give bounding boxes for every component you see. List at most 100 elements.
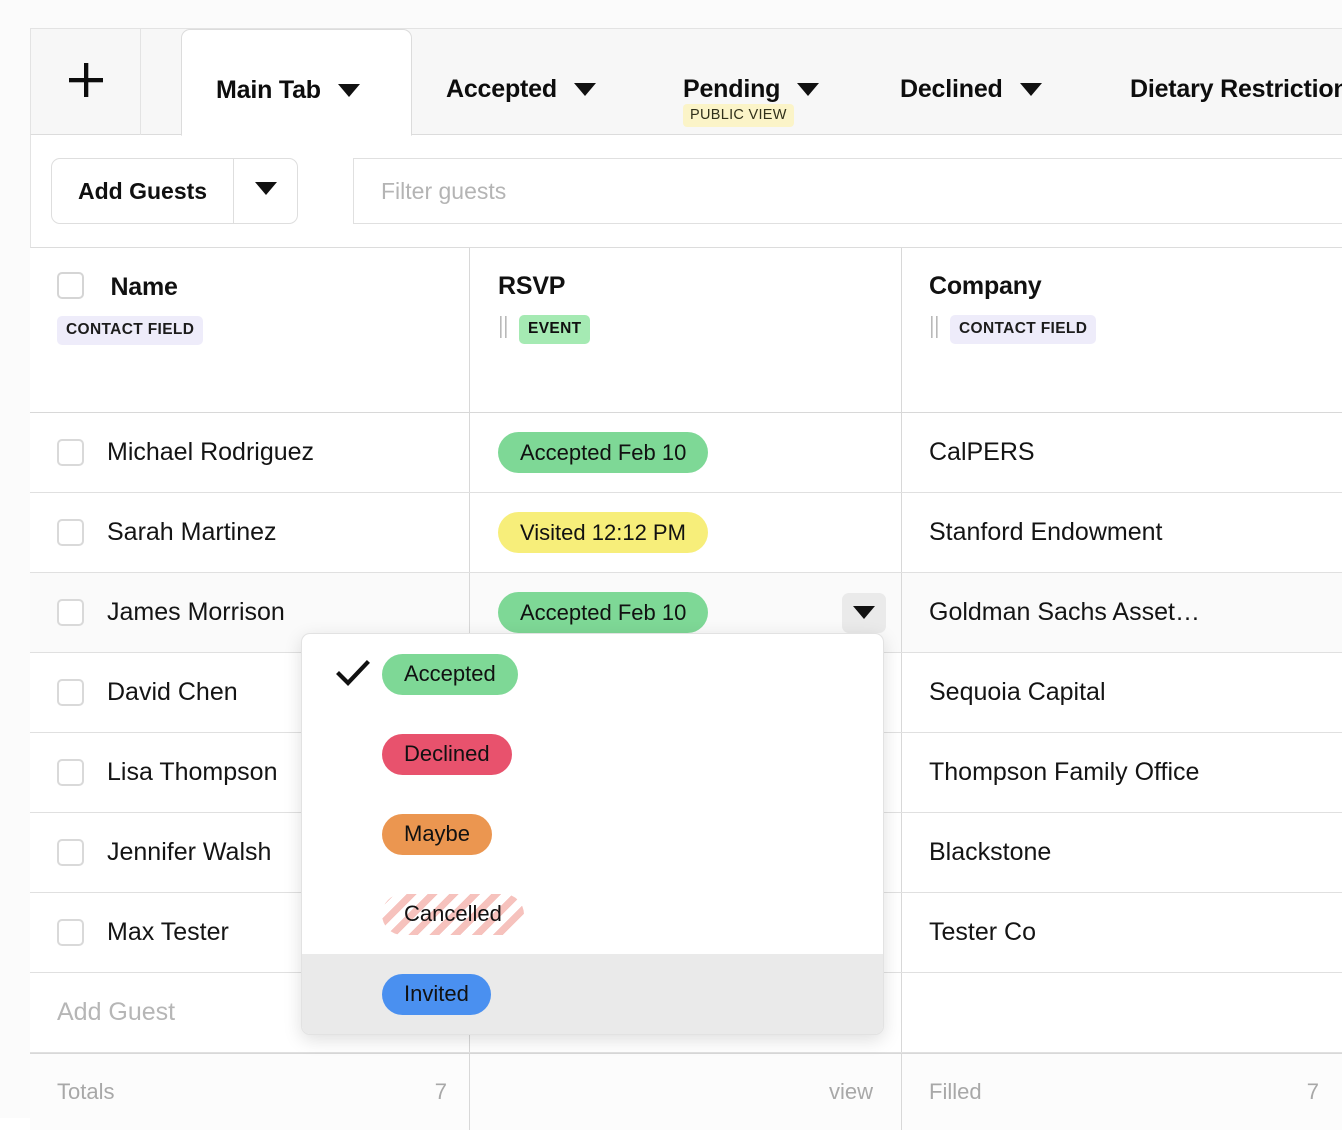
tab-label: Accepted	[446, 75, 557, 103]
column-header-name[interactable]: Name CONTACT FIELD	[30, 248, 470, 412]
add-guest-company-cell[interactable]	[902, 973, 1341, 1052]
totals-company-value: 7	[1306, 1079, 1319, 1104]
rsvp-option-pill: Cancelled	[382, 893, 524, 935]
plus-icon	[66, 60, 106, 105]
row-checkbox[interactable]	[57, 679, 84, 706]
company-name: Goldman Sachs Asset…	[929, 598, 1200, 626]
tab-label: Dietary Restrictions	[1130, 75, 1342, 103]
row-checkbox[interactable]	[57, 599, 84, 626]
cell-name[interactable]: Michael Rodriguez	[30, 413, 470, 492]
cell-name[interactable]: James Morrison	[30, 573, 470, 652]
row-checkbox[interactable]	[57, 439, 84, 466]
row-checkbox[interactable]	[57, 839, 84, 866]
rsvp-option-pill: Maybe	[382, 813, 493, 855]
rsvp-menu-item-cancelled[interactable]: Cancelled	[302, 874, 883, 954]
cell-company[interactable]: Sequoia Capital	[902, 653, 1341, 732]
column-tag: CONTACT FIELD	[950, 315, 1097, 344]
row-checkbox[interactable]	[57, 759, 84, 786]
chevron-down-icon[interactable]	[573, 83, 596, 102]
filter-guests-input[interactable]: Filter guests	[353, 158, 1342, 224]
cell-name[interactable]: Jennifer Walsh	[30, 813, 470, 892]
cell-name[interactable]: David Chen	[30, 653, 470, 732]
chevron-down-icon[interactable]	[1019, 83, 1042, 102]
cell-name[interactable]: Sarah Martinez	[30, 493, 470, 572]
table-row[interactable]: Michael Rodriguez Accepted Feb 10 CalPERS	[30, 413, 1342, 493]
rsvp-status-pill[interactable]: Accepted Feb 10	[498, 432, 709, 473]
chevron-down-icon[interactable]	[797, 83, 820, 102]
tab-accepted[interactable]: Accepted	[412, 29, 642, 136]
rsvp-menu-item-declined[interactable]: Declined	[302, 714, 883, 794]
table-row[interactable]: Sarah Martinez Visited 12:12 PM Stanford E…	[30, 493, 1342, 573]
table-header-row: Name CONTACT FIELD RSVP EVENT	[30, 248, 1342, 413]
company-name: Stanford Endowment	[929, 518, 1163, 546]
rsvp-status-pill[interactable]: Visited 12:12 PM	[498, 512, 708, 553]
totals-company-label: Filled	[929, 1079, 982, 1104]
cell-rsvp[interactable]	[470, 733, 902, 812]
rsvp-option-pill: Accepted	[382, 653, 518, 695]
cell-rsvp[interactable]	[470, 893, 902, 972]
tab-dietary-restrictions[interactable]: Dietary Restrictions	[1096, 29, 1342, 136]
add-guest-placeholder: Add Guest	[57, 998, 176, 1026]
tab-label: Main Tab	[216, 76, 321, 104]
company-name: Thompson Family Office	[929, 758, 1200, 786]
rsvp-menu-item-invited[interactable]: Invited	[302, 954, 883, 1034]
rsvp-cell-dropdown-button[interactable]	[842, 592, 886, 633]
guest-name: Michael Rodriguez	[107, 438, 315, 466]
rsvp-status-dropdown-menu[interactable]: Accepted Declined Maybe Cancelled Invited	[301, 633, 884, 1035]
cell-company[interactable]: Thompson Family Office	[902, 733, 1341, 812]
cell-company[interactable]: Stanford Endowment	[902, 493, 1341, 572]
tab-public-view-badge: PUBLIC VIEW	[683, 104, 794, 127]
table-toolbar: Add Guests Filter guests	[30, 135, 1342, 248]
cell-rsvp[interactable]	[470, 653, 902, 732]
column-header-company[interactable]: Company CONTACT FIELD	[902, 248, 1341, 412]
company-name: Blackstone	[929, 838, 1052, 866]
column-header-rsvp[interactable]: RSVP EVENT	[470, 248, 902, 412]
column-resize-grip[interactable]	[929, 316, 941, 343]
chevron-down-icon[interactable]	[337, 84, 360, 103]
chevron-down-icon	[254, 181, 277, 201]
cell-company[interactable]: Goldman Sachs Asset…	[902, 573, 1341, 652]
column-resize-grip[interactable]	[498, 316, 510, 343]
totals-rsvp-cell[interactable]: view	[470, 1054, 902, 1130]
cell-rsvp[interactable]: Accepted Feb 10	[470, 413, 902, 492]
tab-main-tab[interactable]: Main Tab	[181, 29, 412, 136]
cell-company[interactable]: Tester Co	[902, 893, 1341, 972]
rsvp-status-pill[interactable]: Accepted Feb 10	[498, 592, 709, 633]
guest-name: Sarah Martinez	[107, 518, 277, 546]
add-guests-split-button: Add Guests	[51, 158, 299, 224]
column-title: Company	[929, 272, 1042, 300]
totals-name-cell[interactable]: Totals 7	[30, 1054, 470, 1130]
totals-row: Totals 7 view Filled 7	[30, 1053, 1342, 1130]
rsvp-option-pill: Invited	[382, 973, 491, 1015]
column-title: RSVP	[498, 272, 566, 300]
add-guests-button[interactable]: Add Guests	[52, 159, 235, 223]
add-guests-dropdown-button[interactable]	[234, 159, 297, 223]
cell-rsvp[interactable]: Accepted Feb 10	[470, 573, 902, 652]
tab-pending[interactable]: Pending PUBLIC VIEW	[649, 29, 849, 136]
totals-rsvp-value: view	[828, 1079, 873, 1104]
row-checkbox[interactable]	[57, 519, 84, 546]
add-guest-name-cell[interactable]: Add Guest	[30, 973, 470, 1052]
cell-name[interactable]: Max Tester	[30, 893, 470, 972]
cell-rsvp[interactable]	[470, 813, 902, 892]
add-guest-rsvp-cell[interactable]	[470, 973, 902, 1052]
guest-name: Jennifer Walsh	[107, 838, 272, 866]
row-checkbox[interactable]	[57, 919, 84, 946]
column-tag: CONTACT FIELD	[57, 316, 204, 345]
column-tag: EVENT	[519, 315, 591, 344]
guest-name: David Chen	[107, 678, 238, 706]
tab-strip: Main Tab Accepted Pending PUBLIC VIEW Declin…	[30, 28, 1342, 136]
cell-company[interactable]: Blackstone	[902, 813, 1341, 892]
add-tab-button[interactable]	[31, 29, 141, 135]
company-name: Sequoia Capital	[929, 678, 1106, 706]
rsvp-option-pill: Declined	[382, 733, 512, 775]
rsvp-menu-item-maybe[interactable]: Maybe	[302, 794, 883, 874]
cell-rsvp[interactable]: Visited 12:12 PM	[470, 493, 902, 572]
select-all-checkbox[interactable]	[57, 272, 84, 299]
tab-declined[interactable]: Declined	[866, 29, 1069, 136]
totals-company-cell[interactable]: Filled 7	[902, 1054, 1341, 1130]
company-name: Tester Co	[929, 918, 1036, 946]
rsvp-menu-item-accepted[interactable]: Accepted	[302, 634, 883, 714]
cell-company[interactable]: CalPERS	[902, 413, 1341, 492]
